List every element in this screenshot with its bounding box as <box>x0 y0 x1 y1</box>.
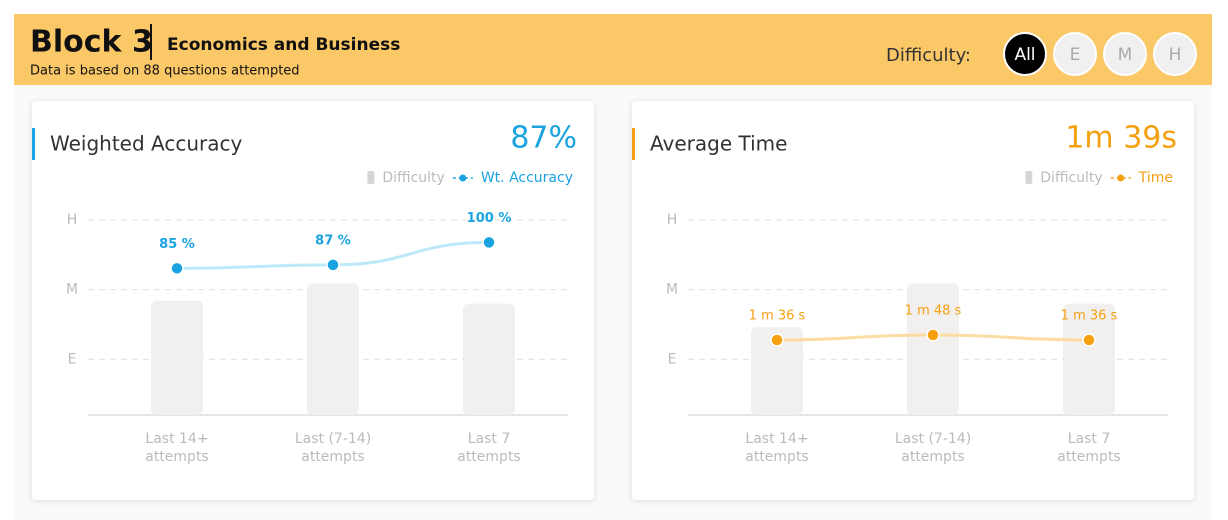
title-accent <box>32 128 35 160</box>
y-tick-label: M <box>666 282 678 298</box>
x-tick-label-line: attempts <box>457 449 520 465</box>
legend-label: Time <box>1138 170 1173 186</box>
y-tick-label: H <box>67 212 78 228</box>
x-tick-label-line: attempts <box>901 449 964 465</box>
x-tick-label: Last 7 attempts <box>457 431 520 465</box>
y-tick-label: H <box>667 212 678 228</box>
y-tick-label: E <box>668 351 677 367</box>
difficulty-option[interactable]: All <box>1014 45 1035 65</box>
legend-label: Difficulty <box>1040 170 1102 186</box>
legend-icon <box>1117 174 1125 182</box>
difficulty-button[interactable] <box>1153 32 1197 76</box>
data-point <box>770 333 784 347</box>
x-tick-label-line: attempts <box>1057 449 1120 465</box>
data-label: 100 % <box>467 211 512 226</box>
headline-value: 1m 39s <box>1065 121 1177 156</box>
data-point <box>926 328 940 342</box>
x-tick-label-line: attempts <box>745 449 808 465</box>
x-tick-label-line: Last 7 <box>1068 431 1111 447</box>
data-label: 85 % <box>159 237 195 252</box>
card-title: Average Time <box>650 132 787 156</box>
difficulty-bar <box>463 303 515 415</box>
block-subtitle: Economics and Business <box>167 35 400 55</box>
x-tick-label: Last 7 attempts <box>1057 431 1120 465</box>
difficulty-button[interactable] <box>1003 32 1047 76</box>
x-tick-label-line: attempts <box>301 449 364 465</box>
x-tick-label: Last 14+ attempts <box>745 431 808 465</box>
difficulty-bar <box>751 327 803 415</box>
difficulty-button[interactable] <box>1053 32 1097 76</box>
legend-icon <box>367 171 375 184</box>
x-tick-label-line: Last 7 <box>468 431 511 447</box>
x-tick-label-line: Last 14+ <box>745 431 808 447</box>
data-label: 1 m 36 s <box>1061 309 1118 324</box>
x-tick-label: Last (7-14) attempts <box>895 431 971 465</box>
headline-value: 87% <box>510 121 577 156</box>
difficulty-option[interactable]: H <box>1169 45 1182 65</box>
legend-label: Wt. Accuracy <box>481 170 573 186</box>
difficulty-bar <box>1063 303 1115 415</box>
x-tick-label-line: Last 14+ <box>145 431 208 447</box>
x-tick-label: Last (7-14) attempts <box>295 431 371 465</box>
difficulty-button[interactable] <box>1103 32 1147 76</box>
difficulty-option[interactable]: M <box>1118 45 1133 65</box>
legend-icon <box>1025 171 1033 184</box>
data-point <box>326 258 340 272</box>
data-point <box>482 235 496 250</box>
data-note: Data is based on 88 questions attempted <box>30 64 300 79</box>
title-accent <box>632 128 635 160</box>
difficulty-bar <box>907 283 959 415</box>
x-tick-label-line: attempts <box>145 449 208 465</box>
y-tick-label: M <box>66 282 78 298</box>
block-title: Block 3 <box>30 25 153 60</box>
difficulty-option[interactable]: E <box>1070 45 1081 65</box>
data-label: 87 % <box>315 233 351 248</box>
data-point <box>170 261 184 276</box>
x-tick-label-line: Last (7-14) <box>895 431 971 447</box>
legend-label: Difficulty <box>382 170 444 186</box>
data-label: 1 m 48 s <box>905 304 962 319</box>
x-tick-label-line: Last (7-14) <box>295 431 371 447</box>
difficulty-bar <box>307 283 359 415</box>
difficulty-bar <box>151 300 203 415</box>
data-label: 1 m 36 s <box>749 309 806 324</box>
y-tick-label: E <box>68 351 77 367</box>
card-title: Weighted Accuracy <box>50 132 243 156</box>
x-tick-label: Last 14+ attempts <box>145 431 208 465</box>
data-point <box>1082 333 1096 347</box>
difficulty-label: Difficulty: <box>886 45 971 66</box>
legend-icon <box>459 174 467 182</box>
